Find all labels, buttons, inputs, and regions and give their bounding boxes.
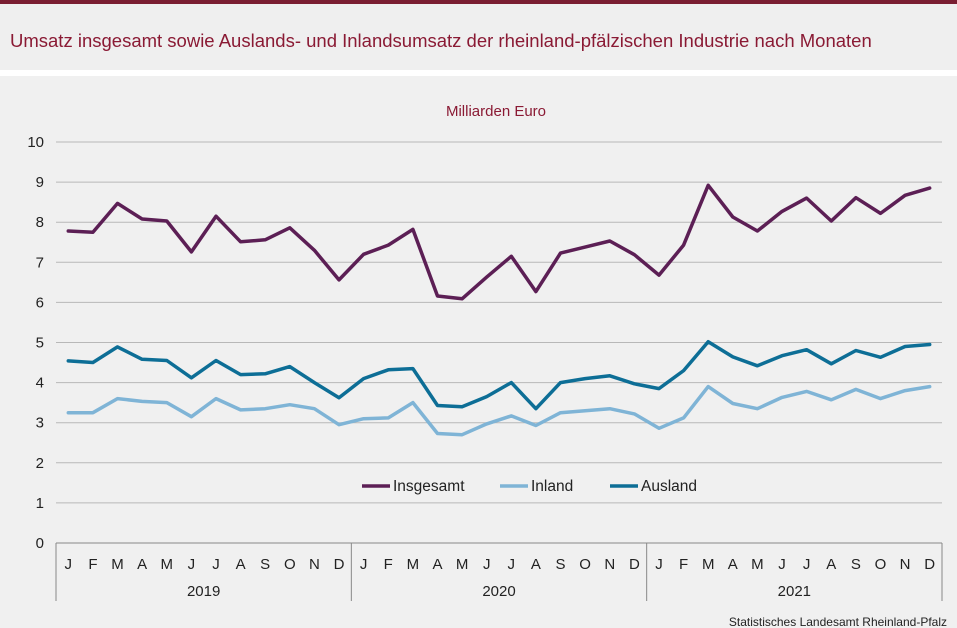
month-tick-label: N (604, 556, 615, 573)
month-tick-label: D (334, 556, 345, 573)
month-tick-label: A (137, 556, 147, 573)
year-label: 2020 (482, 583, 515, 600)
month-tick-label: F (88, 556, 97, 573)
legend-label-inland: Inland (531, 478, 573, 495)
y-tick-label: 6 (36, 294, 44, 311)
month-tick-label: F (679, 556, 688, 573)
month-tick-label: J (508, 556, 516, 573)
month-tick-label: N (900, 556, 911, 573)
month-tick-label: O (875, 556, 887, 573)
month-tick-label: A (826, 556, 836, 573)
y-tick-label: 2 (36, 455, 44, 472)
year-label: 2019 (187, 583, 220, 600)
chart-title: Umsatz insgesamt sowie Auslands- und Inl… (10, 30, 872, 51)
series-line-inland (66, 384, 932, 437)
month-tick-label: A (728, 556, 738, 573)
month-tick-label: S (260, 556, 270, 573)
month-tick-label: O (284, 556, 296, 573)
y-tick-label: 3 (36, 415, 44, 432)
month-tick-label: M (751, 556, 764, 573)
y-tick-label: 9 (36, 174, 44, 191)
month-tick-label: D (629, 556, 640, 573)
month-tick-label: M (456, 556, 469, 573)
month-tick-label: M (161, 556, 174, 573)
year-label: 2021 (778, 583, 811, 600)
month-tick-label: S (851, 556, 861, 573)
y-tick-label: 10 (27, 134, 44, 151)
y-tick-label: 1 (36, 495, 44, 512)
series-line-insgesamt (66, 183, 932, 301)
month-tick-label: J (803, 556, 811, 573)
y-tick-label: 7 (36, 254, 44, 271)
y-tick-label: 8 (36, 214, 44, 231)
month-tick-label: A (236, 556, 246, 573)
month-tick-label: N (309, 556, 320, 573)
month-tick-label: J (655, 556, 663, 573)
y-tick-label: 5 (36, 335, 44, 352)
month-tick-label: J (360, 556, 368, 573)
month-tick-label: S (556, 556, 566, 573)
title-bar: Umsatz insgesamt sowie Auslands- und Inl… (0, 4, 957, 70)
month-tick-label: J (65, 556, 73, 573)
legend-label-ausland: Ausland (641, 478, 697, 495)
month-tick-label: M (702, 556, 715, 573)
unit-label: Milliarden Euro (446, 103, 546, 120)
month-tick-label: F (384, 556, 393, 573)
month-tick-label: A (531, 556, 541, 573)
month-tick-label: J (778, 556, 786, 573)
y-tick-label: 4 (36, 375, 44, 392)
legend-label-insgesamt: Insgesamt (393, 478, 465, 495)
month-tick-label: O (579, 556, 591, 573)
source-note: Statistisches Landesamt Rheinland-Pfalz (729, 615, 947, 628)
month-tick-label: M (111, 556, 124, 573)
month-tick-label: J (188, 556, 196, 573)
month-tick-label: D (924, 556, 935, 573)
month-tick-label: J (483, 556, 491, 573)
top-accent-bar (0, 0, 957, 4)
month-tick-label: M (407, 556, 420, 573)
series-line-ausland (66, 339, 932, 411)
month-tick-label: A (432, 556, 442, 573)
month-tick-label: J (212, 556, 220, 573)
y-tick-label: 0 (36, 535, 44, 552)
